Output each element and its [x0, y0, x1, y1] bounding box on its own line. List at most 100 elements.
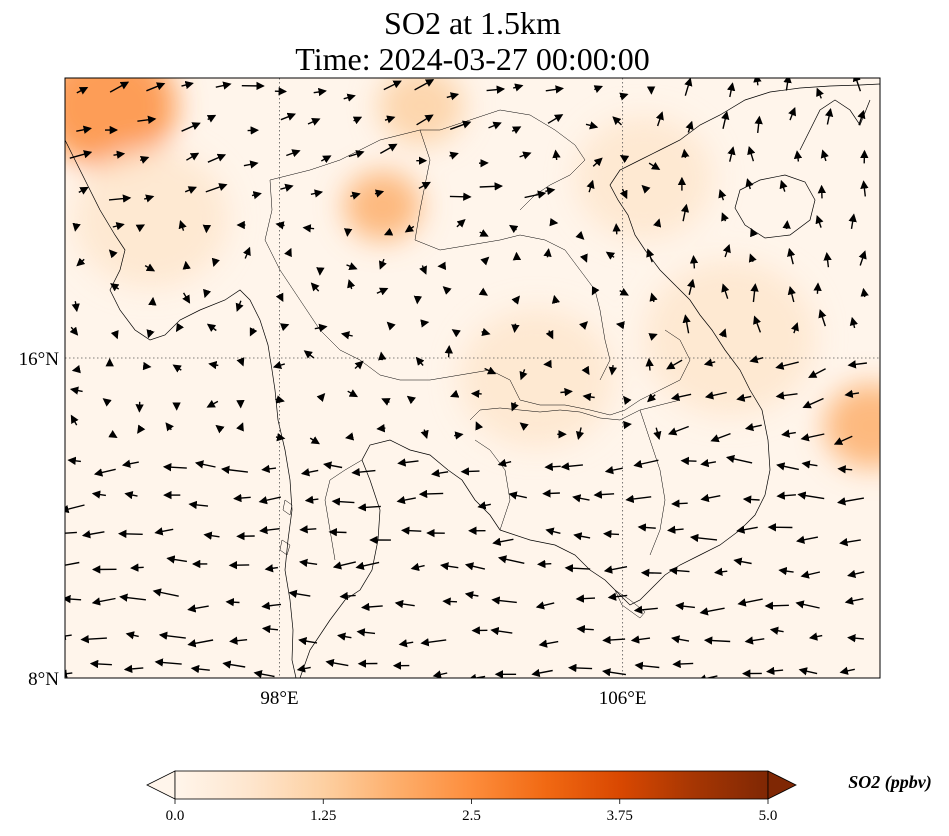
wind-arrow-257 [653, 427, 662, 441]
wind-arrow-48 [69, 150, 93, 159]
wind-arrow-86 [545, 186, 556, 196]
wind-arrow-110 [549, 217, 559, 227]
wind-arrow-171 [175, 322, 185, 333]
wind-arrow-124 [211, 257, 220, 267]
wind-arrow-46 [824, 108, 834, 125]
wind-arrow-362 [119, 593, 146, 602]
wind-arrow-366 [261, 601, 282, 610]
wind-arrow-363 [152, 588, 179, 597]
wind-arrow-47 [857, 109, 866, 126]
wind-arrow-255 [575, 427, 585, 441]
wind-arrow-280 [604, 466, 623, 475]
wind-arrow-69 [793, 150, 803, 162]
wind-arrow-430 [798, 667, 818, 676]
so2-hotspot-5 [73, 148, 228, 288]
wind-arrow-2 [146, 82, 166, 92]
wind-arrow-213 [775, 361, 799, 370]
wind-arrow-364 [187, 604, 209, 613]
wind-arrow-20 [753, 78, 762, 86]
wind-arrow-223 [316, 392, 326, 403]
wind-arrow-114 [680, 203, 690, 222]
wind-arrow-154 [413, 295, 423, 305]
wind-arrow-385 [80, 634, 107, 644]
wind-arrow-68 [747, 145, 756, 162]
wind-arrow-215 [847, 360, 867, 369]
wind-arrow-85 [524, 190, 547, 199]
wind-arrow-325 [492, 537, 514, 546]
wind-arrow-27 [181, 122, 201, 132]
wind-arrow-251 [454, 431, 464, 440]
wind-arrow-37 [511, 126, 522, 135]
wind-arrow-326 [545, 527, 561, 536]
wind-arrow-212 [749, 355, 764, 364]
wind-arrow-368 [339, 591, 356, 601]
wind-arrow-262 [800, 433, 825, 442]
wind-arrow-51 [186, 152, 200, 161]
wind-arrow-392 [337, 632, 352, 641]
wind-arrow-345 [355, 561, 380, 570]
wind-arrow-202 [415, 356, 425, 366]
colorbar-tick-label-2: 2.5 [462, 808, 481, 824]
wind-arrow-18 [684, 78, 693, 96]
lon-tick-label-1: 106°E [599, 688, 647, 709]
wind-arrow-424 [602, 668, 627, 677]
wind-arrow-306 [671, 499, 688, 508]
wind-arrow-147 [182, 292, 191, 304]
wind-arrow-156 [478, 287, 488, 296]
wind-arrow-369 [361, 602, 383, 612]
wind-arrow-391 [298, 637, 318, 646]
wind-arrow-361 [91, 597, 116, 606]
wind-arrow-352 [603, 565, 628, 574]
wind-arrow-40 [612, 116, 622, 126]
wind-arrow-155 [442, 286, 452, 295]
wind-arrow-278 [544, 462, 561, 471]
wind-arrow-365 [225, 597, 240, 607]
wind-arrow-336 [65, 561, 80, 570]
colorbar-tick-label-3: 3.75 [607, 808, 633, 824]
wind-arrow-89 [641, 184, 651, 194]
wind-arrow-117 [782, 220, 791, 229]
wind-arrow-179 [451, 329, 461, 338]
wind-arrow-356 [733, 557, 752, 566]
wind-arrow-398 [538, 639, 559, 648]
wind-arrow-136 [605, 251, 616, 260]
map-gridlines [65, 78, 880, 678]
wind-arrow-14 [545, 85, 564, 94]
colorbar-label: SO2 (ppbv) [848, 772, 932, 793]
wind-arrow-220 [206, 399, 219, 408]
wind-arrow-245 [236, 422, 244, 432]
wind-arrow-400 [602, 635, 626, 645]
wind-arrow-208 [608, 365, 617, 376]
wind-arrow-44 [754, 115, 763, 133]
wind-arrow-299 [418, 489, 444, 499]
wind-arrow-169 [110, 329, 119, 340]
wind-arrow-167 [860, 287, 869, 298]
wind-arrow-196 [208, 360, 219, 370]
wind-arrow-273 [351, 467, 376, 477]
wind-arrow-429 [766, 666, 784, 676]
wind-arrow-310 [797, 491, 825, 500]
wind-arrow-240 [70, 414, 79, 426]
wind-arrow-250 [420, 429, 429, 440]
wind-arrow-26 [137, 115, 157, 124]
so2-hotspot-1 [343, 171, 422, 241]
wind-arrow-414 [253, 669, 275, 678]
colorbar-tick-label-0: 0.0 [166, 808, 185, 824]
wind-arrow-422 [531, 668, 553, 678]
wind-arrow-194 [142, 361, 152, 371]
wind-arrow-8 [343, 93, 356, 102]
wind-arrow-388 [187, 639, 214, 648]
wind-arrow-296 [331, 497, 355, 506]
wind-arrow-28 [206, 114, 217, 123]
wind-arrow-73 [108, 194, 132, 203]
wind-arrow-10 [414, 79, 435, 91]
wind-arrow-137 [646, 248, 655, 263]
wind-arrow-83 [449, 192, 472, 201]
wind-arrow-191 [849, 316, 858, 329]
wind-arrow-403 [703, 636, 731, 645]
wind-arrow-290 [124, 490, 138, 500]
wind-arrow-227 [449, 389, 460, 398]
wind-arrow-142 [823, 252, 832, 268]
wind-arrow-216 [69, 386, 83, 395]
wind-arrow-92 [745, 178, 754, 190]
